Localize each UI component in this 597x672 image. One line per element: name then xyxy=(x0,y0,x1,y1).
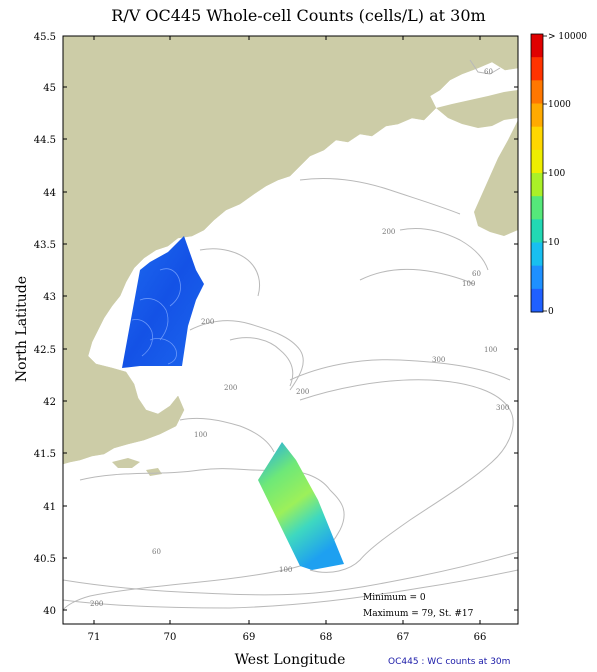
colorbar-segment xyxy=(531,288,543,313)
colorbar-segment xyxy=(531,57,543,81)
minimum-stat: Minimum = 0 xyxy=(363,593,426,603)
map-title: R/V OC445 Whole-cell Counts (cells/L) at… xyxy=(111,6,486,25)
colorbar-segment xyxy=(531,242,543,267)
contour-label: 200 xyxy=(224,384,237,392)
survey-region-georges-bank xyxy=(258,442,344,570)
x-tick-label: 71 xyxy=(88,632,101,643)
colorbar-segment xyxy=(531,103,543,128)
land-islands xyxy=(112,458,162,476)
y-tick-label: 41.5 xyxy=(34,449,56,460)
contour-label: 60 xyxy=(472,270,481,278)
contour-label: 200 xyxy=(296,388,309,396)
contour-label: 300 xyxy=(432,356,445,364)
contour-label: 200 xyxy=(201,318,214,326)
contour-label: 100 xyxy=(484,346,497,354)
contour-label: 200 xyxy=(382,228,395,236)
y-tick-label: 45 xyxy=(43,83,56,94)
footer-note: OC445 : WC counts at 30m xyxy=(388,657,511,667)
colorbar-segment xyxy=(531,126,543,151)
y-tick-label: 44 xyxy=(43,188,56,199)
survey-region-gulf-of-maine-contours xyxy=(131,268,181,365)
colorbar-label: 10 xyxy=(548,238,560,248)
map-frame xyxy=(62,35,519,625)
x-tick-label: 70 xyxy=(164,632,177,643)
survey-region-gulf-of-maine xyxy=(122,236,204,368)
y-tick-label: 45.5 xyxy=(34,32,56,43)
y-tick-label: 42 xyxy=(43,397,56,408)
colorbar-segment xyxy=(531,34,543,58)
y-tick-label: 42.5 xyxy=(34,345,56,356)
contour-label: 60 xyxy=(484,68,493,76)
land-nova-scotia xyxy=(474,120,518,236)
colorbar-label: 0 xyxy=(548,307,554,317)
contour-label: 100 xyxy=(462,280,475,288)
y-tick-label: 43.5 xyxy=(34,240,56,251)
colorbar-segment xyxy=(531,265,543,290)
contour-label: 200 xyxy=(90,600,103,608)
colorbar-segment xyxy=(531,219,543,243)
contour-label: 60 xyxy=(152,548,161,556)
colorbar: > 10000 1000 100 10 0 xyxy=(530,32,587,317)
x-tick-label: 66 xyxy=(474,632,487,643)
contour-label: 100 xyxy=(279,566,292,574)
x-tick-label: 67 xyxy=(397,632,410,643)
contour-label: 100 xyxy=(194,431,207,439)
x-tick-label: 68 xyxy=(320,632,333,643)
colorbar-label: > 10000 xyxy=(548,32,587,42)
colorbar-segment xyxy=(531,196,543,220)
contour-label: 300 xyxy=(496,404,509,412)
y-tick-label: 43 xyxy=(43,292,56,303)
colorbar-label: 1000 xyxy=(548,100,571,110)
land-mass xyxy=(63,36,518,465)
y-tick-label: 41 xyxy=(43,502,56,513)
y-tick-label: 44.5 xyxy=(34,135,56,146)
colorbar-segment xyxy=(531,149,543,174)
y-tick-label: 40.5 xyxy=(34,554,56,565)
x-tick-label: 69 xyxy=(243,632,256,643)
maximum-stat: Maximum = 79, St. #17 xyxy=(363,609,474,619)
land-bay-of-fundy xyxy=(436,90,518,128)
colorbar-segment xyxy=(531,80,543,104)
x-axis-label: West Longitude xyxy=(234,652,346,668)
colorbar-label: 100 xyxy=(548,169,565,179)
y-tick-label: 40 xyxy=(43,606,56,617)
axis-ticks xyxy=(63,35,518,624)
colorbar-segment xyxy=(531,173,543,197)
